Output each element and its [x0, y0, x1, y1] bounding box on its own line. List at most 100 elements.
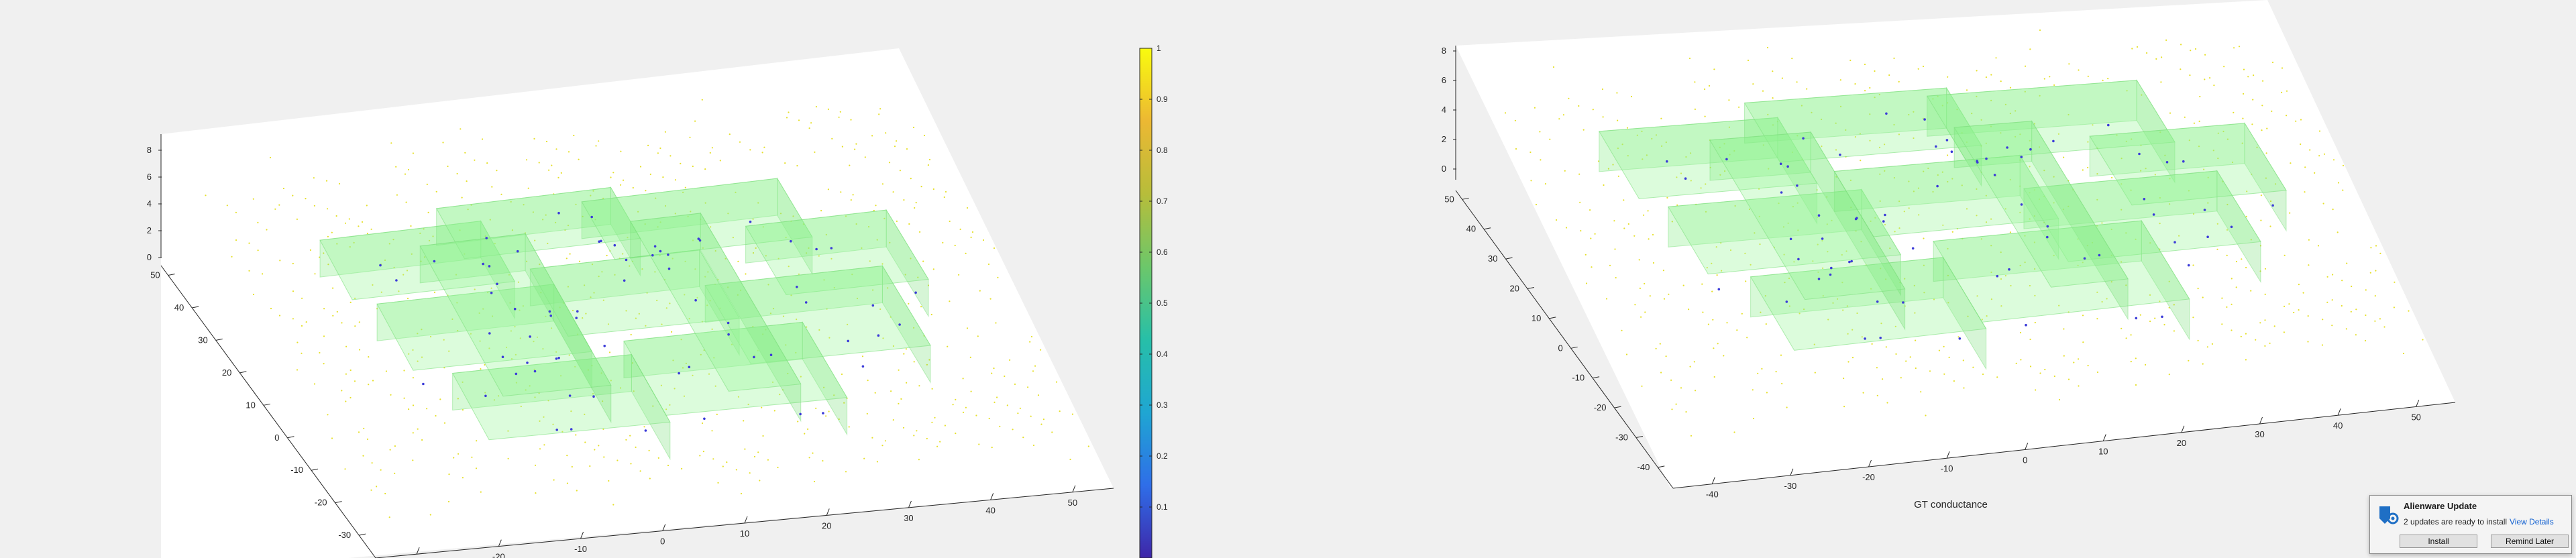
grid-point	[2197, 288, 2199, 290]
grid-point	[652, 405, 654, 407]
grid-point	[928, 158, 931, 161]
install-button[interactable]: Install	[2400, 535, 2477, 548]
voxel-block-top	[629, 213, 802, 392]
grid-point	[402, 274, 405, 276]
grid-point	[1882, 378, 1884, 380]
grid-point	[1680, 387, 1682, 389]
grid-point	[301, 297, 303, 299]
grid-point	[1985, 142, 1987, 144]
z-tick-label: 8	[147, 145, 152, 155]
grid-point	[2004, 103, 2006, 105]
grid-point	[2053, 375, 2055, 378]
grid-point	[539, 264, 541, 266]
grid-point	[520, 405, 522, 408]
grid-point	[1878, 146, 1881, 148]
grid-point	[380, 469, 382, 471]
grid-point	[2375, 245, 2377, 247]
grid-point	[372, 284, 374, 286]
grid-point	[1947, 274, 1949, 276]
grid-point	[1530, 180, 1532, 182]
grid-point	[769, 313, 771, 315]
grid-point	[1617, 175, 1619, 177]
interior-point	[1985, 157, 1988, 160]
grid-point	[2009, 231, 2011, 233]
grid-point	[881, 183, 883, 185]
grid-point	[305, 321, 307, 323]
grid-point	[820, 210, 822, 212]
grid-point	[1625, 353, 1628, 355]
grid-point	[614, 274, 616, 276]
grid-point	[782, 315, 785, 317]
axes-2-x-axis-line	[1672, 402, 2456, 489]
grid-point	[812, 452, 814, 454]
grid-point	[1030, 335, 1033, 338]
grid-point	[639, 470, 641, 472]
remind-later-button[interactable]: Remind Later	[2491, 535, 2569, 548]
grid-point	[2000, 80, 2002, 82]
grid-point	[1613, 220, 1615, 222]
x-tick-label: -30	[1784, 481, 1797, 491]
grid-point	[1032, 444, 1035, 447]
grid-point	[2250, 239, 2252, 241]
grid-point	[2198, 120, 2200, 122]
grid-point	[257, 249, 259, 252]
grid-point	[1909, 356, 1911, 358]
grid-point	[1652, 262, 1655, 264]
grid-point	[1876, 394, 1878, 396]
grid-point	[1937, 174, 1939, 176]
grid-point	[1765, 323, 1767, 325]
grid-point	[665, 408, 667, 410]
grid-point	[1614, 248, 1616, 250]
grid-point	[1636, 134, 1638, 136]
grid-point	[1660, 372, 1662, 374]
grid-point	[1842, 309, 1844, 311]
grid-point	[864, 156, 866, 158]
grid-point	[1796, 202, 1799, 204]
grid-point	[519, 309, 521, 311]
grid-point	[936, 445, 938, 447]
grid-point	[625, 310, 627, 312]
grid-point	[447, 165, 449, 168]
x-tick-label: -10	[1941, 463, 1953, 473]
grid-point	[2092, 124, 2094, 126]
grid-point	[2078, 69, 2080, 71]
grid-point	[274, 208, 276, 210]
interior-point	[830, 247, 833, 249]
interior-point	[2182, 160, 2185, 163]
grid-point	[2199, 95, 2201, 98]
grid-point	[2077, 264, 2079, 266]
grid-point	[2322, 203, 2324, 205]
grid-point	[1690, 152, 1692, 154]
grid-point	[2426, 296, 2429, 298]
interior-point	[485, 237, 488, 239]
grid-point	[484, 235, 486, 237]
view-details-link[interactable]: View Details	[2510, 517, 2554, 526]
grid-point	[1966, 141, 1968, 144]
voxel-block-top	[529, 249, 740, 337]
grid-point	[1695, 390, 1697, 392]
grid-point	[2169, 203, 2171, 205]
grid-point	[828, 410, 830, 412]
grid-point	[806, 326, 808, 328]
grid-point	[657, 226, 659, 228]
grid-point	[2240, 335, 2242, 337]
grid-point	[2033, 123, 2035, 125]
grid-point	[1713, 376, 1715, 378]
grid-point	[2321, 344, 2323, 346]
grid-point	[1821, 146, 1823, 148]
grid-point	[1741, 313, 1743, 315]
grid-point	[619, 387, 622, 389]
grid-point	[680, 339, 682, 341]
grid-point	[1925, 414, 1927, 416]
grid-point	[555, 221, 557, 223]
grid-point	[1701, 283, 1703, 285]
grid-point	[861, 247, 863, 249]
grid-point	[2130, 189, 2132, 191]
grid-point	[1055, 381, 1058, 383]
grid-point	[1089, 400, 1092, 402]
colorbar-tick-label: 0.1	[1157, 502, 1168, 512]
grid-point	[2169, 178, 2171, 180]
grid-point	[969, 356, 971, 359]
grid-point	[484, 392, 486, 394]
grid-point	[602, 197, 604, 199]
